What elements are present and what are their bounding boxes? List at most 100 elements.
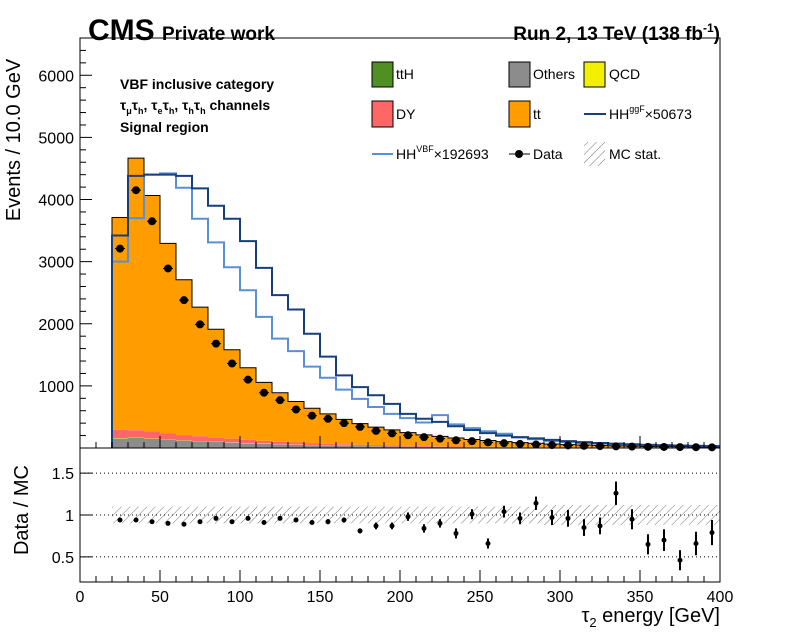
ratio-point-9 bbox=[261, 520, 267, 526]
channel-line: τμτh, τeτh, τhτh channels bbox=[120, 97, 270, 116]
data-point-3 bbox=[164, 264, 172, 273]
ratio-point-24 bbox=[501, 509, 507, 515]
legend-label-hhvbf: HHVBF×192693 bbox=[396, 144, 489, 162]
data-point-24 bbox=[500, 439, 508, 448]
ratio-point-22 bbox=[469, 511, 475, 517]
data-point-35 bbox=[676, 443, 684, 452]
bar-others-10 bbox=[272, 444, 288, 448]
bar-tt-16 bbox=[368, 427, 384, 446]
data-point-20 bbox=[436, 434, 444, 443]
ratio-panel: 0.5 1 1.5 0 50 100 150 200 250 300 350 400 bbox=[52, 447, 734, 606]
bar-others-6 bbox=[208, 442, 224, 448]
legend-label-mcstat: MC stat. bbox=[609, 146, 661, 162]
bar-others-8 bbox=[240, 443, 256, 448]
ratio-point-33 bbox=[645, 541, 651, 547]
legend-swatch-mcstat bbox=[584, 142, 605, 166]
bar-dy-9 bbox=[256, 440, 272, 444]
bar-tt-11 bbox=[288, 401, 304, 443]
data-point-17 bbox=[388, 429, 396, 438]
bar-dy-0 bbox=[112, 429, 128, 438]
ratio-point-14 bbox=[341, 517, 347, 523]
data-point-16 bbox=[372, 426, 380, 435]
data-point-6 bbox=[212, 339, 220, 348]
ratio-point-5 bbox=[197, 519, 203, 525]
bar-others-9 bbox=[256, 443, 272, 448]
ratio-tick-label-1: 1 bbox=[65, 508, 74, 525]
data-point-36 bbox=[692, 443, 700, 452]
ratio-point-11 bbox=[293, 517, 299, 523]
legend-label-dy: DY bbox=[396, 106, 416, 122]
x-tick-label-5: 250 bbox=[467, 589, 494, 606]
y-tick-label-4: 5000 bbox=[38, 130, 74, 147]
ratio-point-27 bbox=[549, 515, 555, 521]
x-tick-label-8: 400 bbox=[707, 589, 734, 606]
ratio-point-25 bbox=[517, 515, 523, 521]
y-axis-title: Events / 10.0 GeV bbox=[3, 58, 25, 221]
x-tick-label-6: 300 bbox=[547, 589, 574, 606]
data-point-22 bbox=[468, 437, 476, 446]
data-point-13 bbox=[324, 414, 332, 423]
bar-others-15 bbox=[352, 446, 368, 448]
region-label: Signal region bbox=[120, 119, 209, 135]
bar-dy-10 bbox=[272, 441, 288, 445]
ratio-point-15 bbox=[357, 528, 363, 534]
ratio-point-28 bbox=[565, 515, 571, 521]
bar-dy-1 bbox=[128, 430, 144, 438]
y-tick-label-1: 2000 bbox=[38, 317, 74, 334]
legend-label-tt: tt bbox=[533, 106, 541, 122]
legend-swatch-others bbox=[508, 61, 531, 88]
ratio-tick-label-2: 1.5 bbox=[52, 466, 74, 483]
bar-tt-8 bbox=[240, 367, 256, 440]
bar-tt-6 bbox=[208, 329, 224, 438]
x-tick-label-0: 0 bbox=[76, 589, 85, 606]
bar-others-19 bbox=[416, 446, 432, 448]
ratio-point-34 bbox=[661, 537, 667, 543]
ratio-point-4 bbox=[181, 521, 187, 527]
ratio-point-1 bbox=[133, 517, 139, 523]
y-tick-label-3: 4000 bbox=[38, 193, 74, 210]
bar-dy-4 bbox=[176, 435, 192, 441]
ratio-point-36 bbox=[693, 540, 699, 546]
bar-others-4 bbox=[176, 440, 192, 448]
x-tick-label-7: 350 bbox=[627, 589, 654, 606]
data-point-37 bbox=[708, 443, 716, 452]
data-point-21 bbox=[452, 436, 460, 445]
bar-tt-13 bbox=[320, 413, 336, 444]
bar-others-3 bbox=[160, 439, 176, 448]
bar-others-0 bbox=[112, 438, 128, 448]
ratio-point-23 bbox=[485, 540, 491, 546]
data-point-32 bbox=[628, 442, 636, 451]
data-point-0 bbox=[116, 244, 124, 253]
data-point-5 bbox=[196, 320, 204, 329]
data-point-8 bbox=[244, 375, 252, 384]
bar-others-7 bbox=[224, 442, 240, 448]
legend-label-data: Data bbox=[533, 146, 563, 162]
bar-tt-3 bbox=[160, 243, 176, 434]
y-tick-label-0: 1000 bbox=[38, 379, 74, 396]
ratio-point-32 bbox=[629, 516, 635, 522]
data-point-14 bbox=[340, 419, 348, 428]
data-point-29 bbox=[580, 441, 588, 450]
data-point-28 bbox=[564, 441, 572, 450]
bar-tt-2 bbox=[144, 195, 160, 432]
bar-tt-1 bbox=[128, 158, 144, 431]
bar-tt-4 bbox=[176, 279, 192, 436]
bar-dy-18 bbox=[400, 445, 416, 447]
data-point-15 bbox=[356, 422, 364, 431]
data-point-7 bbox=[228, 359, 236, 368]
ratio-tick-label-0: 0.5 bbox=[52, 550, 74, 567]
data-point-23 bbox=[484, 438, 492, 447]
bar-dy-14 bbox=[336, 444, 352, 446]
bar-dy-5 bbox=[192, 436, 208, 441]
bar-others-14 bbox=[336, 445, 352, 448]
bar-tt-7 bbox=[224, 349, 240, 439]
bar-tt-14 bbox=[336, 419, 352, 445]
bar-tt-9 bbox=[256, 382, 272, 441]
bar-tt-0 bbox=[112, 217, 128, 430]
ratio-point-17 bbox=[389, 523, 395, 529]
bar-tt-15 bbox=[352, 423, 368, 445]
ratio-point-21 bbox=[453, 530, 459, 536]
x-tick-label-2: 100 bbox=[227, 589, 254, 606]
ratio-point-26 bbox=[533, 500, 539, 506]
data-point-9 bbox=[260, 388, 268, 397]
